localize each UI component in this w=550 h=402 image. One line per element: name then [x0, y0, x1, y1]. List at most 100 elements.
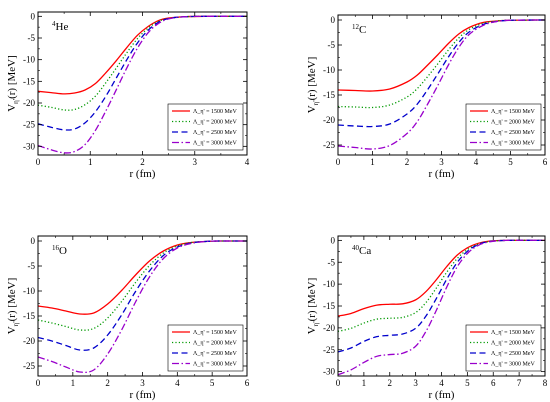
x-tick-label: 2 [140, 157, 145, 167]
chart-panel-ca: 0 1 2 3 4 5 6 7 8 0 -5 -10 -15 -20 -25 -30 r (fm) Vη'(r) … [306, 235, 548, 401]
y-tick-label: -20 [23, 336, 35, 346]
x-tick-label: 0 [336, 157, 341, 167]
legend-entry: Λ_η' = 2500 MeV [193, 351, 237, 357]
series-line-1 [338, 239, 545, 317]
y-tick-label: -10 [323, 65, 335, 75]
x-tick-label: 1 [370, 157, 375, 167]
x-axis-label: r (fm) [130, 389, 156, 401]
legend-box [465, 324, 542, 372]
legend-entry: Λ_η' = 1500 MeV [193, 109, 237, 115]
x-tick-label: 3 [413, 378, 418, 388]
legend-entry: Λ_η' = 3000 MeV [491, 362, 535, 368]
y-tick-label: -30 [323, 367, 335, 377]
nucleus-label: 4He [52, 20, 68, 33]
series-line-2 [38, 15, 247, 111]
series-line-4 [338, 19, 545, 150]
x-tick-label: 5 [508, 157, 513, 167]
y-tick-label: -5 [28, 261, 36, 271]
series-line-3 [38, 15, 247, 131]
y-tick-label: -15 [323, 90, 335, 100]
x-axis-label: r (fm) [130, 168, 156, 180]
y-tick-label: 0 [331, 235, 336, 245]
x-tick-label: 0 [336, 378, 341, 388]
legend-box [465, 103, 542, 151]
series-line-4 [38, 240, 247, 374]
y-axis-label: Vη'(r) [MeV] [306, 278, 320, 335]
series-line-2 [338, 19, 545, 109]
legend-entry: Λ_η' = 1500 MeV [193, 330, 237, 336]
x-tick-label: 4 [474, 157, 479, 167]
x-tick-label: 4 [175, 378, 180, 388]
series-line-2 [38, 240, 247, 331]
chart-panel-he: 0 1 2 3 4 0 -5 -10 -15 -20 -25 -30 r (fm) Vη'(r) [MeV… [6, 11, 250, 180]
y-axis-label: Vη'(r) [MeV] [306, 57, 320, 114]
x-tick-label: 4 [245, 157, 250, 167]
legend-entry: Λ_η' = 2500 MeV [491, 130, 535, 136]
x-tick-label: 6 [245, 378, 250, 388]
y-tick-label: -20 [23, 98, 35, 108]
legend-box [167, 324, 244, 372]
y-axis-label: Vη'(r) [MeV] [6, 278, 20, 335]
x-tick-label: 2 [405, 157, 410, 167]
x-tick-label: 1 [362, 378, 367, 388]
series-line-1 [38, 240, 247, 315]
x-tick-label: 7 [517, 378, 522, 388]
legend-box [167, 103, 244, 151]
nucleus-label: 12C [352, 23, 366, 36]
x-tick-label: 2 [105, 378, 110, 388]
y-tick-label: -5 [328, 257, 336, 267]
x-tick-label: 3 [439, 157, 444, 167]
legend-entry: Λ_η' = 2000 MeV [193, 120, 237, 126]
x-axis-label: r (fm) [429, 168, 455, 180]
y-tick-label: -25 [23, 120, 35, 130]
series-line-4 [38, 15, 247, 154]
series-line-1 [38, 15, 247, 95]
y-axis-label: Vη'(r) [MeV] [6, 55, 20, 112]
legend-entry: Λ_η' = 3000 MeV [193, 141, 237, 147]
y-tick-label: -15 [23, 311, 35, 321]
chart-panel-o: 0 1 2 3 4 5 6 0 -5 -10 -15 -20 -25 r (fm) Vη'(r) [MeV]… [6, 235, 250, 401]
x-tick-label: 3 [140, 378, 145, 388]
x-tick-label: 2 [388, 378, 393, 388]
x-tick-label: 8 [543, 378, 548, 388]
y-tick-label: -25 [323, 140, 335, 150]
legend-entry: Λ_η' = 1500 MeV [491, 109, 535, 115]
y-tick-label: -25 [23, 361, 35, 371]
x-tick-label: 0 [36, 157, 41, 167]
x-tick-label: 3 [193, 157, 198, 167]
y-tick-label: -10 [323, 279, 335, 289]
y-tick-label: 0 [31, 11, 36, 21]
legend-entry: Λ_η' = 2000 MeV [193, 341, 237, 347]
y-tick-label: 0 [31, 236, 36, 246]
y-tick-label: -15 [323, 301, 335, 311]
legend-entry: Λ_η' = 3000 MeV [193, 362, 237, 368]
y-tick-label: -20 [323, 115, 335, 125]
series-line-1 [338, 19, 545, 92]
y-tick-label: -20 [323, 323, 335, 333]
x-tick-label: 6 [543, 157, 548, 167]
y-tick-label: -30 [23, 141, 35, 151]
x-tick-label: 0 [36, 378, 41, 388]
legend-entry: Λ_η' = 2000 MeV [491, 120, 535, 126]
series-line-3 [38, 240, 247, 351]
y-tick-label: -15 [23, 76, 35, 86]
y-tick-label: -10 [23, 55, 35, 65]
legend-entry: Λ_η' = 2500 MeV [491, 351, 535, 357]
legend-entry: Λ_η' = 1500 MeV [491, 330, 535, 336]
x-tick-label: 1 [88, 157, 93, 167]
legend-entry: Λ_η' = 3000 MeV [491, 141, 535, 147]
nucleus-label: 16O [52, 244, 67, 257]
series-line-4 [338, 239, 545, 376]
series-line-2 [338, 239, 545, 333]
y-tick-label: -5 [28, 33, 36, 43]
x-tick-label: 5 [465, 378, 470, 388]
y-tick-label: 0 [331, 15, 336, 25]
y-tick-label: -10 [23, 286, 35, 296]
legend-entry: Λ_η' = 2000 MeV [491, 341, 535, 347]
x-tick-label: 5 [210, 378, 215, 388]
y-tick-label: -5 [328, 40, 336, 50]
x-tick-label: 1 [71, 378, 76, 388]
y-tick-label: -25 [323, 345, 335, 355]
nucleus-label: 40Ca [352, 244, 371, 257]
